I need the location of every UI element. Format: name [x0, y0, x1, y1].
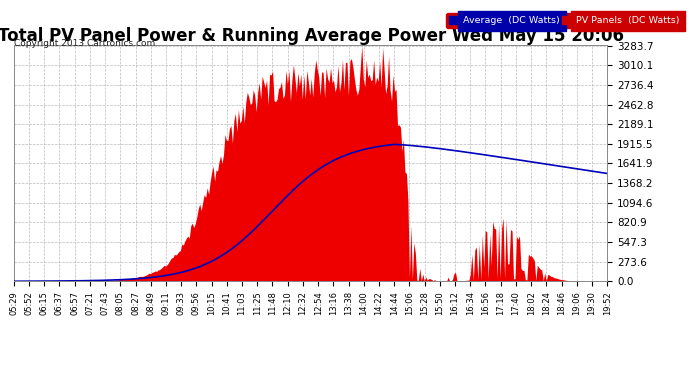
Text: Copyright 2013 Cartronics.com: Copyright 2013 Cartronics.com	[14, 39, 155, 48]
Title: Total PV Panel Power & Running Average Power Wed May 15 20:06: Total PV Panel Power & Running Average P…	[0, 27, 624, 45]
Legend: Average  (DC Watts), PV Panels  (DC Watts): Average (DC Watts), PV Panels (DC Watts)	[446, 13, 682, 28]
